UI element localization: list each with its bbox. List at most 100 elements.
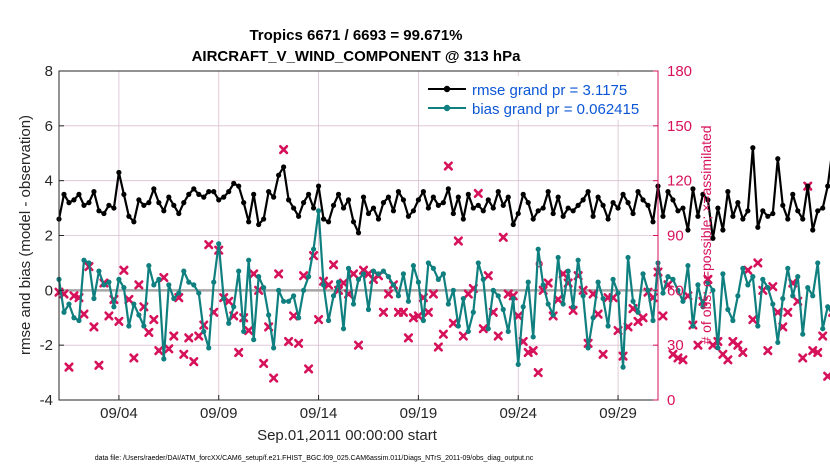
rmse-point bbox=[320, 216, 327, 222]
rmse-point bbox=[600, 202, 606, 208]
rmse-point bbox=[625, 200, 631, 206]
bias-point bbox=[370, 268, 377, 274]
rmse-point bbox=[685, 227, 691, 233]
y-axis-label-right: # of obs: o=possible; ×=assimilated bbox=[698, 125, 714, 344]
obs-assimilated-marker bbox=[224, 296, 234, 306]
bias-point bbox=[570, 304, 576, 310]
bias-point bbox=[815, 260, 821, 266]
bias-point bbox=[415, 279, 421, 285]
obs-assimilated-marker bbox=[363, 269, 374, 279]
rmse-point bbox=[480, 208, 486, 214]
rmse-point bbox=[425, 205, 431, 211]
bias-point bbox=[695, 282, 701, 288]
rmse-point bbox=[490, 205, 496, 211]
obs-assimilated-marker bbox=[298, 271, 309, 281]
rmse-point bbox=[216, 197, 222, 203]
bias-point bbox=[680, 298, 686, 304]
rmse-point bbox=[286, 197, 292, 203]
rmse-point bbox=[410, 208, 417, 214]
bias-point bbox=[221, 295, 227, 302]
bias-point bbox=[380, 268, 387, 274]
obs-assimilated-marker bbox=[743, 265, 753, 275]
obs-assimilated-marker bbox=[513, 311, 523, 321]
bias-point bbox=[320, 282, 327, 288]
rmse-point bbox=[725, 189, 731, 195]
obs-assimilated-marker bbox=[443, 161, 453, 171]
bias-point bbox=[166, 282, 172, 288]
rmse-point bbox=[300, 200, 307, 206]
rmse-point bbox=[470, 205, 476, 211]
rmse-point bbox=[550, 210, 556, 217]
bias-point bbox=[660, 290, 666, 296]
obs-assimilated-marker bbox=[433, 342, 443, 352]
bias-point bbox=[365, 306, 372, 313]
obs-assimilated-marker bbox=[753, 258, 763, 268]
y-tick-label-left: 0 bbox=[45, 282, 53, 299]
rmse-point bbox=[770, 210, 776, 217]
rmse-point bbox=[660, 213, 666, 219]
bias-point bbox=[565, 268, 571, 274]
rmse-point bbox=[515, 210, 521, 217]
rmse-point bbox=[735, 200, 741, 206]
bias-point bbox=[585, 345, 591, 351]
bias-point bbox=[635, 309, 641, 315]
bias-point bbox=[725, 306, 731, 313]
bias-point bbox=[226, 320, 232, 326]
rmse-point bbox=[291, 205, 297, 211]
rmse-point bbox=[640, 197, 646, 203]
rmse-point bbox=[106, 202, 112, 208]
rmse-point bbox=[775, 156, 781, 162]
legend-box bbox=[423, 76, 656, 120]
rmse-point bbox=[350, 219, 357, 225]
rmse-point bbox=[236, 183, 242, 189]
legend-bias-marker bbox=[443, 104, 451, 112]
bias-point bbox=[300, 287, 307, 293]
bias-point bbox=[271, 345, 277, 351]
bias-point bbox=[330, 293, 337, 299]
bias-point bbox=[665, 274, 671, 280]
rmse-point bbox=[530, 216, 536, 222]
obs-assimilated-marker bbox=[383, 289, 394, 299]
bias-point bbox=[625, 254, 631, 261]
bias-point bbox=[595, 279, 601, 285]
rmse-point bbox=[780, 202, 786, 208]
rmse-point bbox=[310, 205, 317, 211]
rmse-point bbox=[645, 202, 651, 208]
obs-assimilated-marker bbox=[678, 355, 688, 365]
bias-point bbox=[296, 315, 302, 321]
obs-assimilated-marker bbox=[353, 340, 364, 350]
x-tick-label: 09/09 bbox=[200, 405, 238, 422]
bias-point bbox=[485, 326, 491, 332]
rmse-point bbox=[141, 202, 147, 208]
bias-point bbox=[530, 334, 536, 340]
obs-assimilated-marker bbox=[723, 355, 733, 365]
rmse-point bbox=[765, 213, 771, 219]
rmse-point bbox=[755, 224, 761, 230]
obs-assimilated-marker bbox=[204, 240, 214, 250]
bias-point bbox=[690, 323, 696, 329]
rmse-point bbox=[585, 189, 591, 195]
rmse-point bbox=[335, 191, 342, 197]
obs-assimilated-marker bbox=[748, 314, 758, 325]
rmse-point bbox=[495, 189, 501, 195]
rmse-series bbox=[56, 145, 830, 241]
rmse-point bbox=[820, 205, 826, 211]
rmse-point bbox=[545, 189, 551, 195]
x-tick-label: 09/24 bbox=[499, 405, 537, 422]
obs-assimilated-marker bbox=[783, 307, 793, 317]
rmse-point bbox=[700, 191, 706, 197]
rmse-point bbox=[345, 197, 352, 203]
rmse-point bbox=[730, 213, 736, 219]
rmse-point bbox=[760, 208, 766, 214]
rmse-point bbox=[241, 200, 247, 206]
obs-assimilated-marker bbox=[763, 346, 773, 356]
bias-point bbox=[495, 293, 501, 299]
y-ticks-left: -4 -2 0 2 4 6 8 bbox=[40, 63, 64, 409]
bias-point bbox=[455, 323, 461, 329]
x-tick-label: 09/04 bbox=[100, 405, 138, 422]
rmse-point bbox=[740, 216, 746, 222]
bias-point bbox=[555, 254, 561, 261]
bias-point bbox=[460, 295, 466, 302]
obs-assimilated-marker bbox=[483, 271, 493, 281]
